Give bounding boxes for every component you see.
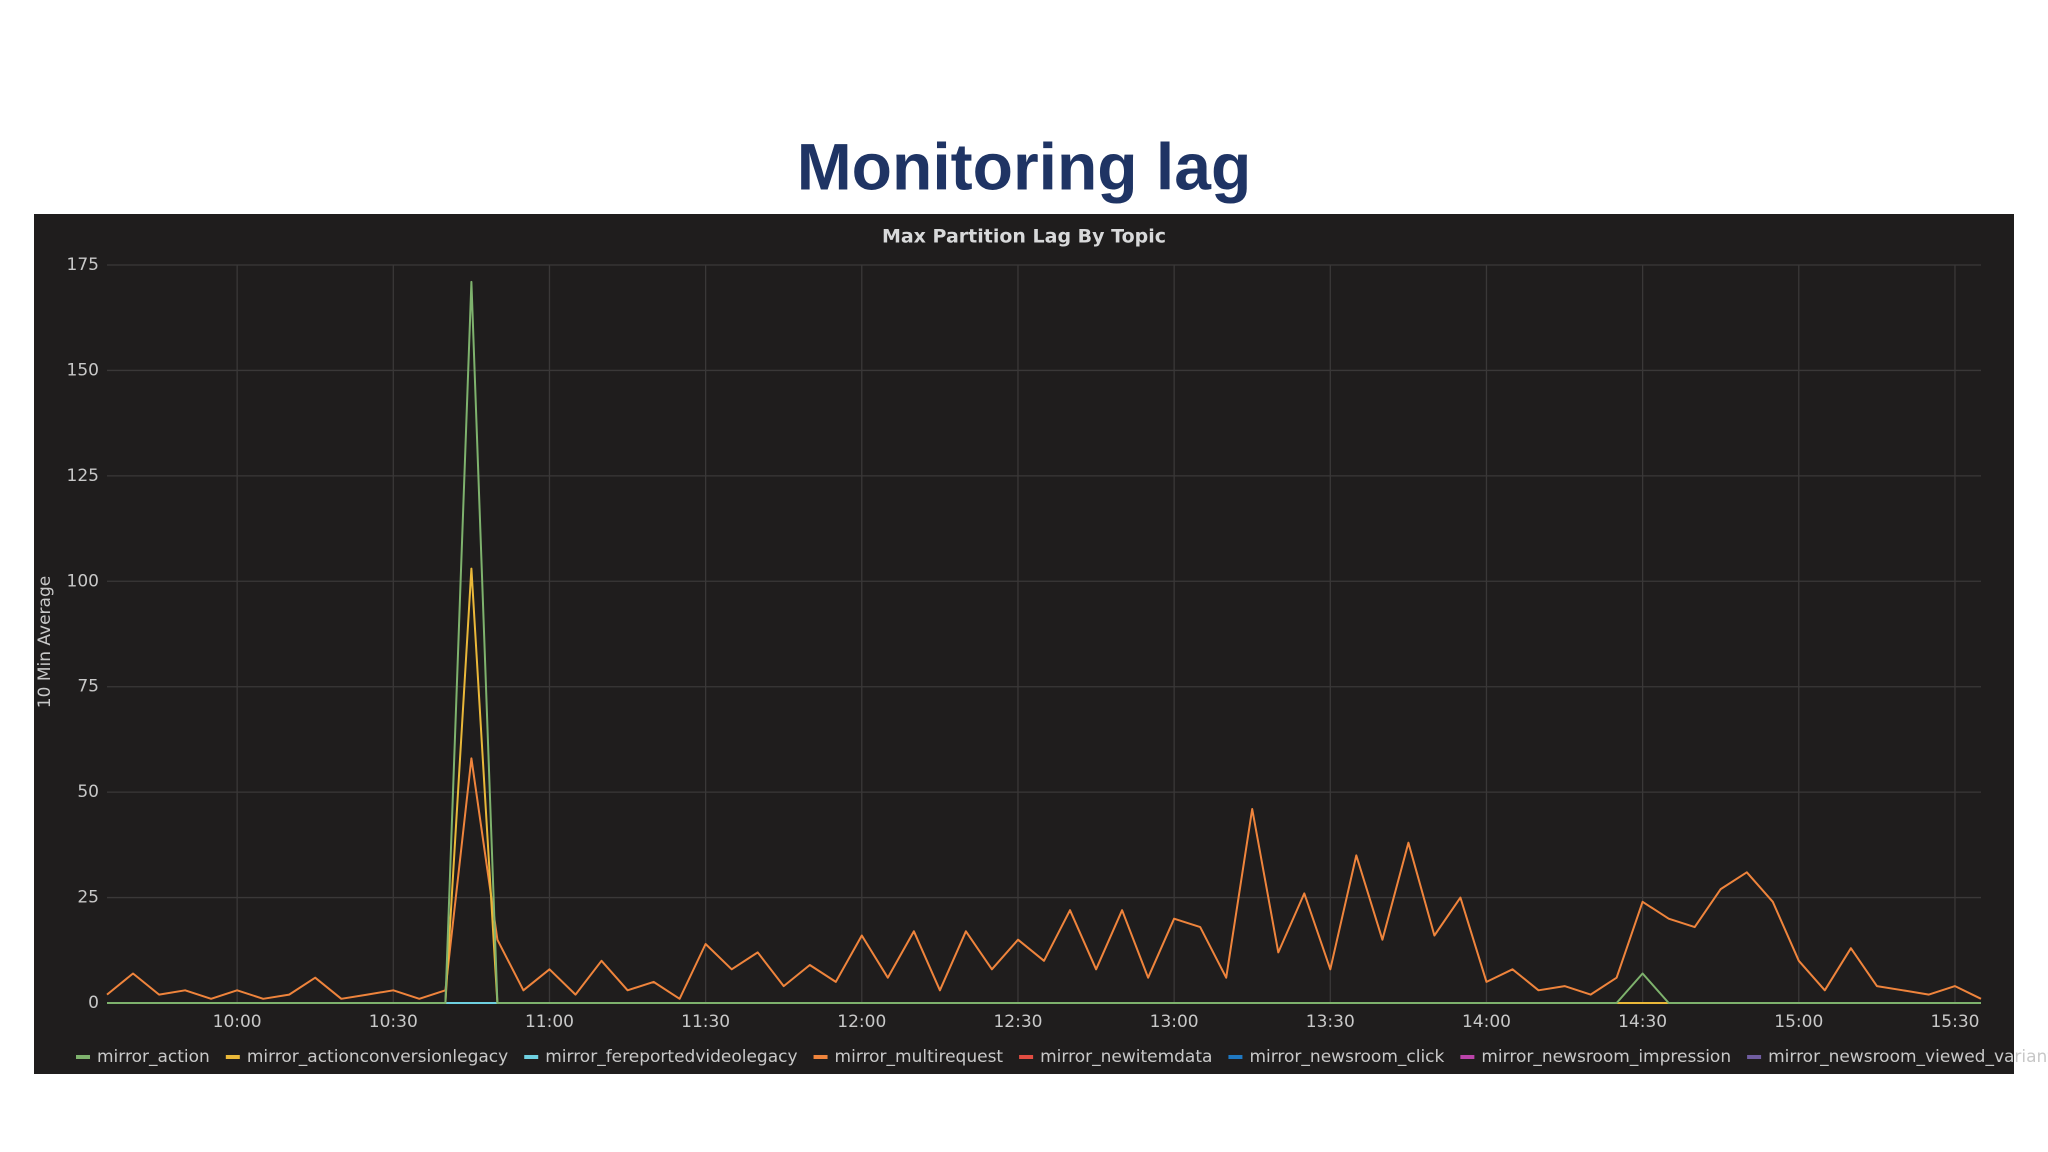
y-tick-label: 150 <box>67 360 99 380</box>
x-tick-label: 11:30 <box>681 1012 730 1032</box>
x-tick-label: 14:00 <box>1462 1012 1511 1032</box>
legend-label: mirror_newsroom_impression <box>1481 1047 1731 1067</box>
y-tick-label: 125 <box>67 466 99 486</box>
y-tick-label: 25 <box>77 888 99 908</box>
legend-label: mirror_newsroom_click <box>1249 1047 1444 1067</box>
y-tick-label: 50 <box>77 782 99 802</box>
x-tick-label: 14:30 <box>1618 1012 1667 1032</box>
x-tick-label: 12:00 <box>837 1012 886 1032</box>
y-tick-label: 175 <box>67 255 99 275</box>
legend-label: mirror_newitemdata <box>1040 1047 1212 1067</box>
legend-label: mirror_fereportedvideolegacy <box>545 1047 797 1067</box>
legend-label: mirror_multirequest <box>835 1047 1004 1067</box>
chart-title: Max Partition Lag By Topic <box>882 226 1166 248</box>
y-tick-label: 0 <box>88 993 99 1013</box>
y-tick-label: 100 <box>67 571 99 591</box>
series-line <box>106 757 1982 1000</box>
chart-panel <box>34 214 2014 1074</box>
slide-title: Monitoring lag <box>797 129 1252 203</box>
legend-label: mirror_action <box>97 1047 210 1067</box>
x-tick-label: 10:30 <box>369 1012 418 1032</box>
x-tick-label: 13:30 <box>1306 1012 1355 1032</box>
y-axis-label: 10 Min Average <box>35 576 55 708</box>
x-tick-label: 11:00 <box>525 1012 574 1032</box>
x-tick-label: 13:00 <box>1150 1012 1199 1032</box>
x-tick-label: 15:30 <box>1930 1012 1979 1032</box>
series-line <box>107 280 1981 1004</box>
y-tick-label: 75 <box>77 677 99 697</box>
x-tick-label: 10:00 <box>213 1012 262 1032</box>
x-tick-label: 15:00 <box>1774 1012 1823 1032</box>
legend-label: mirror_newsroom_viewed_variant <box>1768 1047 2048 1067</box>
legend-label: mirror_actionconversionlegacy <box>247 1047 508 1067</box>
x-tick-label: 12:30 <box>993 1012 1042 1032</box>
